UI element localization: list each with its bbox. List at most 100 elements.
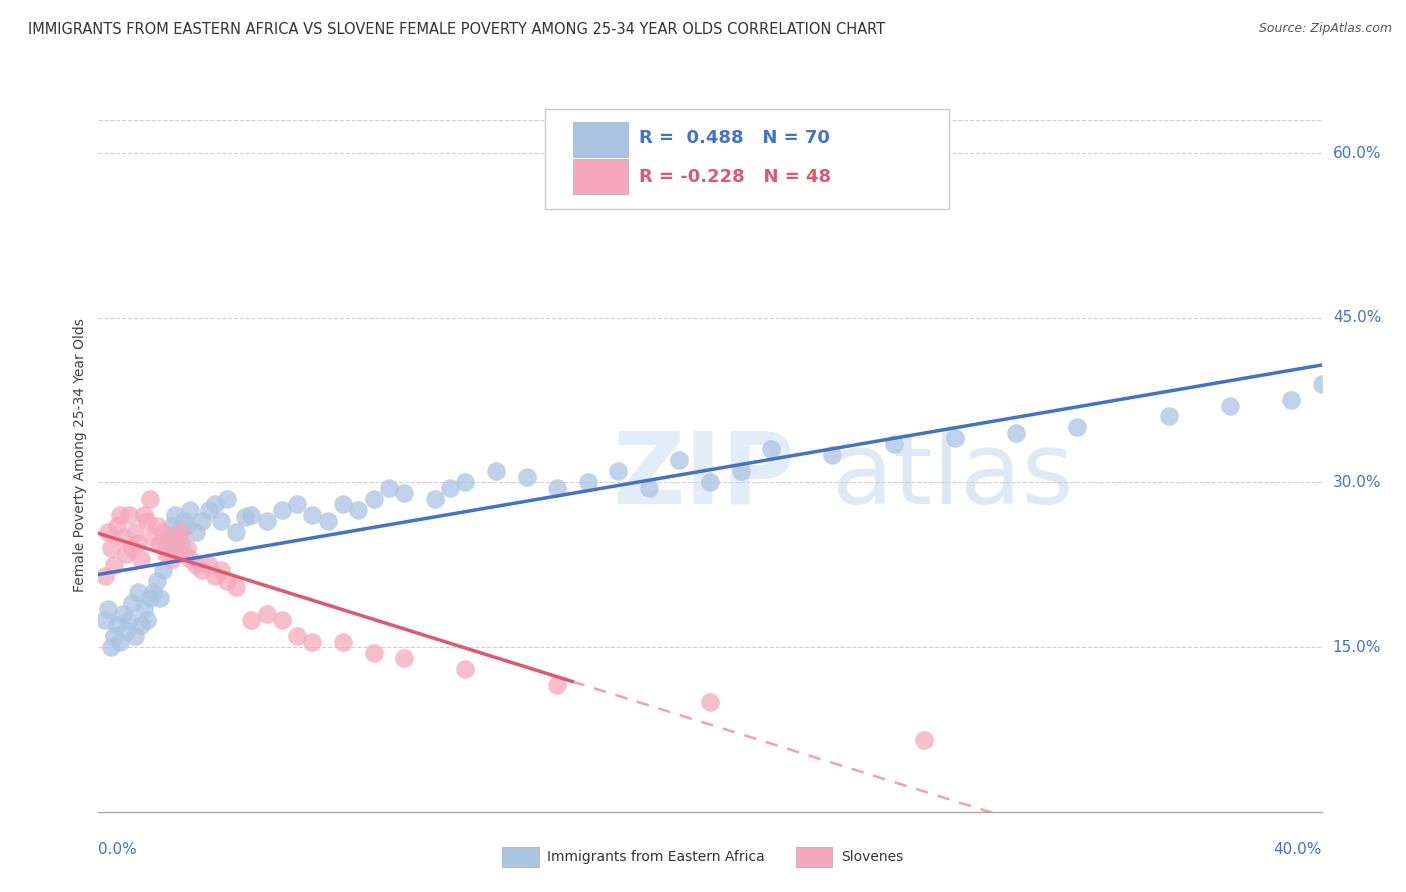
Point (516, 470, 538, 484)
Text: 60.0%: 60.0% (1333, 145, 1381, 161)
Point (285, 497, 308, 511)
Point (730, 464, 752, 478)
Text: Immigrants from Eastern Africa: Immigrants from Eastern Africa (547, 850, 765, 863)
Text: R = -0.228   N = 48: R = -0.228 N = 48 (640, 168, 831, 186)
Point (454, 662, 477, 676)
Point (155, 541, 177, 556)
Point (129, 552, 152, 566)
Point (118, 613, 141, 627)
Point (1310, 376, 1333, 391)
Point (108, 508, 131, 523)
Point (179, 552, 201, 566)
Point (204, 568, 226, 582)
Point (170, 535, 193, 549)
Point (1066, 420, 1088, 434)
Point (136, 613, 159, 627)
Point (204, 497, 226, 511)
Point (127, 585, 149, 599)
Point (179, 503, 201, 517)
FancyBboxPatch shape (796, 847, 832, 867)
Point (160, 552, 183, 566)
Text: 45.0%: 45.0% (1333, 310, 1381, 326)
Point (332, 497, 354, 511)
Point (118, 508, 141, 523)
Point (115, 547, 138, 561)
Point (97, 524, 120, 539)
Point (111, 607, 134, 621)
Point (103, 558, 125, 572)
Point (270, 613, 292, 627)
Point (163, 530, 186, 544)
Point (209, 563, 232, 577)
Text: Source: ZipAtlas.com: Source: ZipAtlas.com (1258, 22, 1392, 36)
Point (363, 646, 385, 660)
Point (225, 524, 247, 539)
Point (225, 580, 247, 594)
Point (191, 563, 214, 577)
Point (157, 530, 180, 544)
Point (821, 448, 844, 462)
Point (943, 432, 966, 446)
Point (392, 486, 416, 500)
Point (93, 613, 115, 627)
Point (233, 510, 256, 524)
Text: Slovenes: Slovenes (841, 850, 903, 863)
Text: 30.0%: 30.0% (1333, 475, 1381, 490)
Point (191, 514, 214, 528)
Point (270, 503, 292, 517)
Point (699, 475, 721, 490)
FancyBboxPatch shape (502, 847, 538, 867)
Point (301, 508, 323, 523)
Point (546, 481, 568, 495)
Point (454, 475, 477, 490)
Point (759, 442, 782, 457)
Point (134, 508, 156, 523)
Point (240, 613, 263, 627)
Point (121, 541, 143, 556)
Point (176, 541, 198, 556)
Point (176, 519, 198, 533)
Point (149, 535, 172, 549)
Point (423, 491, 446, 506)
Point (160, 519, 183, 533)
Point (1157, 409, 1180, 424)
Point (124, 629, 146, 643)
Point (215, 491, 238, 506)
Point (1219, 399, 1241, 413)
Point (883, 437, 905, 451)
Point (121, 596, 143, 610)
Point (186, 558, 208, 572)
Point (363, 491, 385, 506)
Point (93, 568, 115, 582)
Point (209, 514, 232, 528)
Point (100, 640, 122, 654)
Point (127, 535, 149, 549)
Point (1279, 392, 1302, 407)
Point (173, 547, 195, 561)
Point (167, 524, 190, 539)
Point (439, 481, 461, 495)
Point (546, 678, 568, 692)
Point (142, 585, 165, 599)
Point (912, 733, 935, 747)
Point (485, 464, 508, 478)
Point (139, 491, 162, 506)
Text: atlas: atlas (832, 428, 1074, 524)
Point (155, 547, 177, 561)
FancyBboxPatch shape (574, 122, 628, 157)
Point (1004, 425, 1026, 440)
Point (197, 558, 219, 572)
Point (301, 634, 323, 648)
Point (332, 634, 354, 648)
Point (105, 618, 128, 632)
Point (152, 524, 174, 539)
Point (142, 530, 165, 544)
FancyBboxPatch shape (546, 109, 949, 209)
Point (100, 541, 122, 556)
Point (129, 618, 152, 632)
Text: ZIP: ZIP (612, 428, 794, 524)
Point (139, 591, 162, 605)
Point (134, 601, 156, 615)
Point (285, 629, 308, 643)
Point (173, 514, 195, 528)
